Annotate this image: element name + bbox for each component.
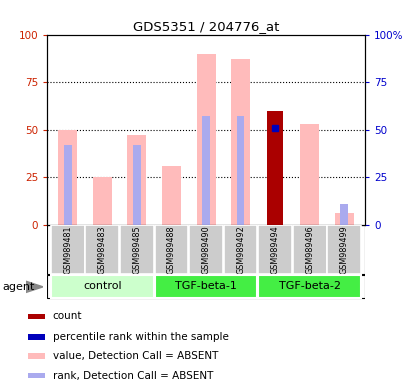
Bar [196, 54, 215, 225]
Bar [292, 225, 326, 274]
Bar [223, 225, 257, 274]
Bar [93, 177, 112, 225]
Bar [162, 166, 180, 225]
Bar [339, 204, 347, 225]
Text: GSM989488: GSM989488 [166, 225, 175, 274]
Polygon shape [26, 281, 43, 293]
Text: GSM989499: GSM989499 [339, 225, 348, 274]
Bar [236, 116, 244, 225]
Text: value, Detection Call = ABSENT: value, Detection Call = ABSENT [53, 351, 218, 361]
Bar [127, 135, 146, 225]
Bar [189, 225, 222, 274]
Bar [58, 130, 77, 225]
Text: percentile rank within the sample: percentile rank within the sample [53, 332, 228, 342]
Text: control: control [83, 281, 121, 291]
Bar [154, 225, 188, 274]
Bar [28, 373, 45, 378]
Title: GDS5351 / 204776_at: GDS5351 / 204776_at [133, 20, 279, 33]
Bar [28, 353, 45, 359]
Text: GSM989485: GSM989485 [132, 225, 141, 274]
Text: GSM989492: GSM989492 [236, 225, 245, 274]
Text: GSM989494: GSM989494 [270, 225, 279, 274]
Text: TGF-beta-1: TGF-beta-1 [175, 281, 236, 291]
Text: GSM989490: GSM989490 [201, 225, 210, 274]
Bar [258, 275, 360, 298]
Bar [334, 213, 353, 225]
Bar [120, 225, 153, 274]
Text: GSM989496: GSM989496 [304, 225, 313, 274]
Bar [299, 124, 318, 225]
Bar [28, 314, 45, 319]
Bar [202, 116, 209, 225]
Text: agent: agent [2, 282, 34, 292]
Bar [326, 225, 360, 274]
Bar [85, 225, 119, 274]
Text: GSM989483: GSM989483 [98, 225, 107, 274]
Bar [28, 334, 45, 339]
Text: TGF-beta-2: TGF-beta-2 [278, 281, 340, 291]
Bar [51, 225, 85, 274]
Bar [154, 275, 257, 298]
Text: count: count [53, 311, 82, 321]
Bar [267, 111, 282, 225]
Text: GSM989481: GSM989481 [63, 225, 72, 274]
Bar [133, 145, 140, 225]
Bar [64, 145, 72, 225]
Bar [258, 225, 291, 274]
Bar [231, 59, 249, 225]
Text: rank, Detection Call = ABSENT: rank, Detection Call = ABSENT [53, 371, 213, 381]
Bar [51, 275, 153, 298]
